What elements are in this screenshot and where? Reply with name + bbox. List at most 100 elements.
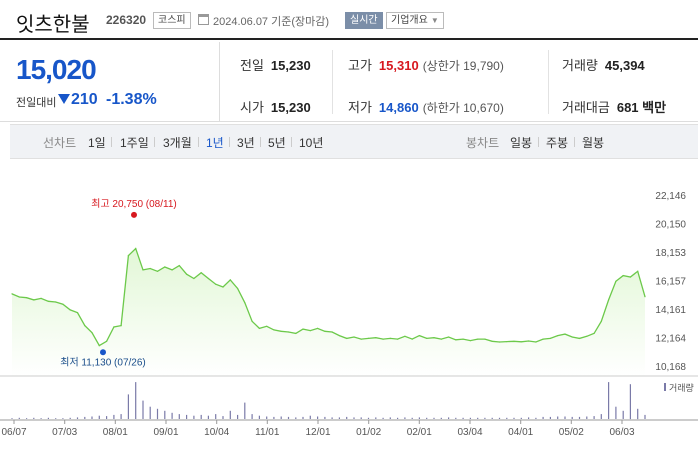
price-point xyxy=(549,337,552,339)
y-tick-label: 16,157 xyxy=(655,277,686,288)
volume-bar xyxy=(266,416,268,419)
volume-bar xyxy=(244,402,246,419)
volume-bar xyxy=(622,410,624,419)
change-rate: -1.38% xyxy=(106,91,157,108)
price-point xyxy=(375,337,377,339)
price-point xyxy=(127,255,129,257)
price-point xyxy=(280,330,282,332)
volume-bar xyxy=(186,414,188,419)
volume-bar xyxy=(287,416,290,419)
volume-bar xyxy=(593,416,595,419)
tab-monthly[interactable]: 월봉 xyxy=(582,136,605,150)
volume-bar xyxy=(382,417,384,419)
tab-3m[interactable]: 3개월 xyxy=(163,136,192,150)
volume-bar xyxy=(69,417,71,419)
x-tick-label: 06/03 xyxy=(609,427,634,438)
price-point xyxy=(76,312,79,314)
price-point xyxy=(433,337,435,339)
x-tick-label: 05/02 xyxy=(559,427,584,438)
tab-daily[interactable]: 일봉 xyxy=(510,136,533,150)
market-badge: 코스피 xyxy=(153,12,191,29)
line-chart-label: 선차트 xyxy=(43,136,77,150)
price-point xyxy=(33,299,35,301)
tab-10y[interactable]: 10년 xyxy=(299,136,324,150)
price-point xyxy=(222,286,224,288)
volume-bar xyxy=(477,417,479,419)
price-point xyxy=(266,325,268,327)
y-tick-label: 20,150 xyxy=(655,220,686,231)
tab-separator xyxy=(198,137,199,147)
tab-1w[interactable]: 1주일 xyxy=(120,136,149,150)
tab-1y[interactable]: 1년 xyxy=(206,136,224,150)
x-tick-label: 07/03 xyxy=(52,427,77,438)
price-point xyxy=(644,296,646,298)
price-point xyxy=(469,340,471,342)
volume-bar xyxy=(375,417,377,419)
volume-bar xyxy=(411,417,413,419)
y-tick-label: 10,168 xyxy=(655,362,686,373)
x-tick-label: 04/01 xyxy=(508,427,533,438)
tab-weekly[interactable]: 주봉 xyxy=(546,136,569,150)
volume-bar xyxy=(120,414,122,419)
volume-bar xyxy=(608,382,610,419)
price-point xyxy=(91,332,93,334)
price-point xyxy=(477,338,479,340)
price-point xyxy=(11,293,13,295)
high-value: 15,310 xyxy=(378,58,419,73)
x-axis: 06/07 07/03 08/01 09/01 10/04 11/01 12/01 01/02… xyxy=(0,419,698,438)
volume-bar xyxy=(557,416,559,419)
price-point xyxy=(564,333,566,335)
volume-bar xyxy=(615,406,617,419)
price-area xyxy=(12,248,645,376)
price-point xyxy=(273,329,275,331)
volume-bar xyxy=(331,417,333,419)
stock-name[interactable]: 잇츠한불 xyxy=(16,14,90,36)
price-point xyxy=(593,332,595,334)
tab-5y[interactable]: 5년 xyxy=(268,136,286,150)
price-point xyxy=(360,338,362,340)
volume-bar xyxy=(455,417,457,419)
volume-bar xyxy=(55,418,57,419)
price-point xyxy=(426,337,428,339)
volume-bar xyxy=(549,416,551,419)
divider xyxy=(548,50,549,114)
price-point xyxy=(637,270,639,272)
x-tick-label: 06/07 xyxy=(1,427,26,438)
tab-1d[interactable]: 1일 xyxy=(88,136,106,150)
volume-bar xyxy=(229,410,231,419)
price-point xyxy=(455,339,457,341)
price-point xyxy=(106,340,108,342)
y-tick-label: 12,164 xyxy=(655,334,686,345)
prev-close-value: 15,230 xyxy=(270,58,311,73)
volume-bar xyxy=(222,416,224,419)
volume-bar xyxy=(491,417,493,419)
volume-bar xyxy=(207,415,209,419)
price-point xyxy=(346,337,348,339)
x-tick-label: 03/04 xyxy=(457,427,482,438)
volume-bar xyxy=(338,417,340,419)
price-summary: 15,020 전일대비 210 -1.38% xyxy=(0,42,220,122)
price-point xyxy=(448,336,450,338)
price-point xyxy=(237,287,239,290)
volume-bar xyxy=(513,417,515,419)
price-point xyxy=(535,341,537,343)
tab-separator xyxy=(154,137,155,147)
price-point xyxy=(295,332,297,334)
price-point xyxy=(178,265,180,267)
price-point xyxy=(389,337,391,339)
volume-bar xyxy=(397,417,399,419)
down-arrow-icon xyxy=(58,94,70,104)
open-label: 시가 xyxy=(240,100,264,115)
volume-bar xyxy=(629,384,631,420)
price-point xyxy=(98,345,100,347)
corp-info-button[interactable]: 기업개요 ▼ xyxy=(386,12,444,29)
tab-separator xyxy=(538,137,539,147)
price-point xyxy=(26,297,28,299)
y-axis: 22,146 20,150 18,153 16,157 14,161 12,164 10,1… xyxy=(655,191,686,373)
tab-3y[interactable]: 3년 xyxy=(237,136,255,150)
volume-bar xyxy=(295,417,297,419)
x-tick-label: 12/01 xyxy=(305,427,330,438)
price-point xyxy=(404,335,406,337)
y-tick-label: 18,153 xyxy=(655,248,686,259)
realtime-button[interactable]: 실시간 xyxy=(345,12,383,29)
